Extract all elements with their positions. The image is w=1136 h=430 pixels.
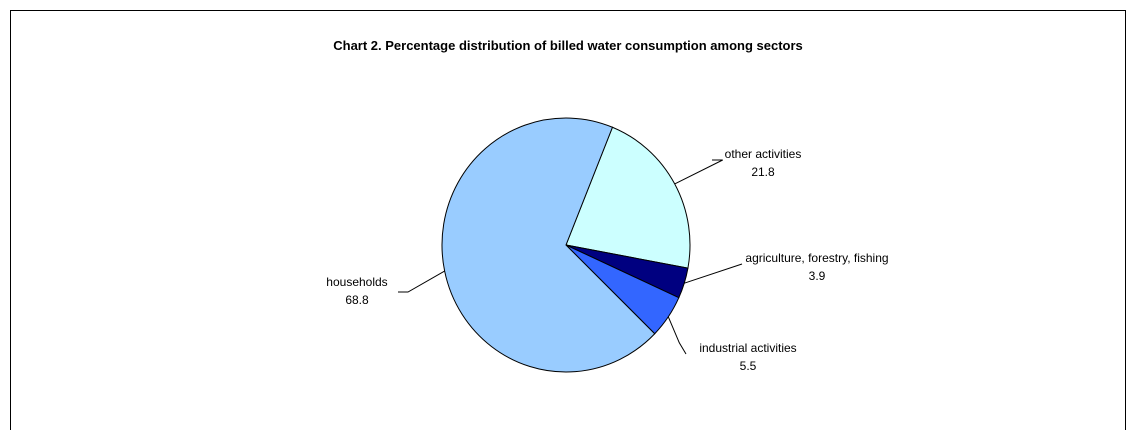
pie-slices [441,117,691,373]
slice-value-label: 5.5 [740,359,757,373]
slice-label: industrial activities [699,341,796,355]
pie-slice-other-activities [565,126,691,269]
slice-label: other activities [725,147,802,161]
slice-value-label: 68.8 [345,293,369,307]
leader-lines [398,159,743,355]
slice-label: households [326,275,387,289]
slice-label: agriculture, forestry, fishing [745,251,888,265]
leader-line [398,270,445,293]
leader-line [684,263,743,284]
leader-line [667,316,687,355]
slice-value-label: 3.9 [809,269,826,283]
leader-line [674,159,723,185]
slice-labels: other activities 21.8 agriculture, forestr… [326,147,888,373]
slice-value-label: 21.8 [751,165,775,179]
pie-slice-households [441,117,656,373]
chart-title: Chart 2. Percentage distribution of bill… [333,38,803,53]
